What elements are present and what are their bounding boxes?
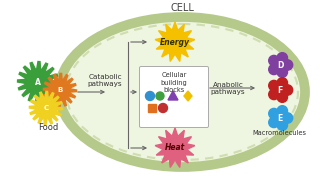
Text: Cellular
building
blocks: Cellular building blocks xyxy=(161,72,188,93)
Bar xyxy=(148,104,156,112)
Text: E: E xyxy=(277,114,283,123)
Polygon shape xyxy=(44,73,77,107)
Circle shape xyxy=(282,85,293,95)
Text: Catabolic
pathways: Catabolic pathways xyxy=(88,73,122,87)
Circle shape xyxy=(156,92,164,100)
Circle shape xyxy=(277,78,287,88)
Text: Energy: Energy xyxy=(160,37,190,46)
Text: Anabolic
pathways: Anabolic pathways xyxy=(211,82,245,94)
Polygon shape xyxy=(168,91,178,100)
Circle shape xyxy=(277,53,287,63)
Circle shape xyxy=(274,112,286,124)
Polygon shape xyxy=(155,22,195,61)
Ellipse shape xyxy=(59,17,305,167)
Circle shape xyxy=(277,106,287,116)
Circle shape xyxy=(269,117,279,128)
Circle shape xyxy=(158,103,167,112)
Circle shape xyxy=(274,59,286,71)
FancyBboxPatch shape xyxy=(140,66,209,127)
Circle shape xyxy=(277,120,287,130)
Polygon shape xyxy=(184,91,192,101)
Text: Food: Food xyxy=(38,123,58,132)
Text: Macromolecules: Macromolecules xyxy=(252,130,306,136)
Circle shape xyxy=(269,80,279,91)
Circle shape xyxy=(274,84,286,96)
Circle shape xyxy=(277,67,287,77)
Text: B: B xyxy=(57,87,63,93)
Text: CELL: CELL xyxy=(170,3,194,13)
Text: C: C xyxy=(44,105,49,111)
Circle shape xyxy=(282,113,293,123)
Circle shape xyxy=(269,64,279,75)
Circle shape xyxy=(277,92,287,102)
Polygon shape xyxy=(155,128,195,167)
Text: A: A xyxy=(35,78,41,87)
Polygon shape xyxy=(29,91,63,125)
Circle shape xyxy=(269,55,279,66)
Text: D: D xyxy=(277,60,283,69)
Circle shape xyxy=(269,89,279,100)
Circle shape xyxy=(146,91,155,100)
Text: F: F xyxy=(277,86,283,94)
Circle shape xyxy=(282,60,293,70)
Polygon shape xyxy=(18,62,59,102)
Circle shape xyxy=(269,108,279,119)
Text: Heat: Heat xyxy=(165,143,185,152)
